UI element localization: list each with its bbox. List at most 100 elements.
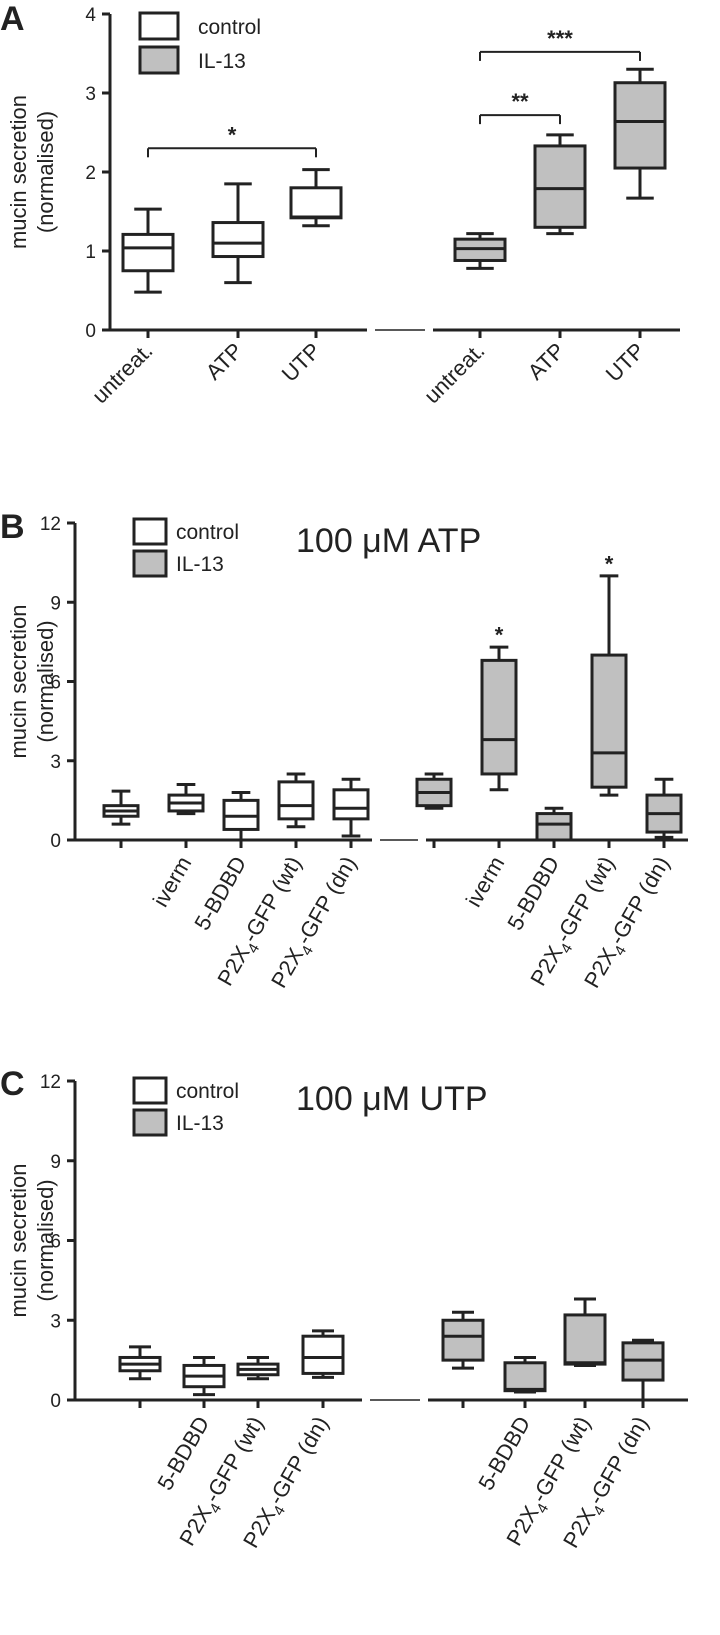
category-label: UTP: [277, 338, 326, 387]
y-tick-label: 1: [85, 242, 96, 263]
box-plot: [613, 67, 667, 338]
significance-label: **: [511, 89, 529, 114]
legend-swatch-control: [132, 1076, 168, 1105]
y-tick-label: 9: [50, 1152, 61, 1173]
panel-letter: B: [0, 508, 25, 546]
legend-label-il13: IL-13: [176, 1112, 224, 1135]
box-plot: [182, 1355, 226, 1408]
box-plot: [645, 777, 683, 848]
y-tick-label: 0: [85, 321, 96, 342]
y-tick-label: 2: [85, 163, 96, 184]
significance-label: *: [228, 122, 237, 147]
box: [535, 812, 573, 842]
legend-swatch-control: [138, 11, 180, 41]
box-plot: [222, 790, 260, 848]
box-plot: [503, 1355, 547, 1408]
box-plot: [121, 207, 175, 338]
box: [613, 81, 667, 170]
box-plot: [453, 232, 507, 338]
legend-label-control: control: [198, 16, 261, 39]
y-axis-label: mucin secretion(normalised): [6, 95, 58, 249]
box-plot: [167, 783, 205, 848]
legend: control IL-13: [132, 517, 239, 578]
significance-label: *: [605, 551, 614, 576]
box-plot: [563, 1297, 607, 1408]
panel-b: B 100 μM ATP 0 3 6 9 12 mucin secretion(normali…: [0, 508, 688, 992]
category-label: UTP: [601, 338, 650, 387]
legend-swatch-il13: [138, 45, 180, 75]
box-plot: [535, 806, 573, 848]
legend-label-il13: IL-13: [176, 553, 224, 576]
box-plot: [415, 772, 453, 848]
box-plot: [289, 168, 343, 338]
box-plot: [118, 1345, 162, 1408]
panel-a: A 0 1 2 3 4 mucin secretion(normalised) untreat…: [0, 0, 680, 408]
legend-label-il13: IL-13: [198, 50, 246, 73]
box: [563, 1313, 607, 1366]
box-plot: [441, 1310, 485, 1408]
box: [332, 788, 370, 821]
legend: control IL-13: [132, 1076, 239, 1137]
y-tick-label: 6: [50, 1232, 61, 1253]
significance-label: ***: [547, 26, 573, 51]
y-tick-label: 0: [50, 1391, 61, 1412]
y-axis-label-line2: (normalised): [33, 620, 58, 742]
panel-letter: C: [0, 1065, 25, 1103]
y-tick-label: 3: [50, 752, 61, 773]
y-tick-label: 3: [85, 84, 96, 105]
condition-title: 100 μM ATP: [296, 522, 481, 560]
legend-swatch-il13: [132, 549, 168, 578]
y-tick-label: 12: [40, 514, 61, 535]
box-plot: [301, 1329, 345, 1408]
box-plot: [211, 182, 265, 338]
significance-label: *: [495, 623, 504, 648]
y-axis-label-line1: mucin secretion: [6, 604, 31, 758]
y-tick-label: 4: [85, 5, 96, 26]
y-tick-label: 0: [50, 831, 61, 852]
category-label: untreat.: [87, 338, 157, 408]
box: [441, 1318, 485, 1362]
legend: control IL-13: [138, 11, 261, 75]
y-axis-label: mucin secretion(normalised): [6, 1163, 58, 1317]
box: [289, 186, 343, 220]
y-tick-label: 3: [50, 1311, 61, 1332]
category-label: 5-BDBD: [502, 852, 564, 934]
box-plot: [332, 777, 370, 848]
y-axis-label-line1: mucin secretion: [6, 95, 31, 249]
y-axis-label-line2: (normalised): [33, 1179, 58, 1301]
box-plot: [277, 772, 315, 848]
box: [590, 653, 628, 789]
panel-c: C 100 μM UTP 0 3 6 9 12 mucin secretion(normali…: [0, 1065, 688, 1552]
box-plot: [102, 789, 140, 848]
y-axis-label-line1: mucin secretion: [6, 1163, 31, 1317]
category-label: iverm: [461, 852, 510, 911]
category-label: 5-BDBD: [473, 1412, 535, 1494]
box-plot: [590, 574, 628, 848]
box-plot: [621, 1338, 665, 1408]
category-label: 5-BDBD: [152, 1412, 214, 1494]
y-axis-label: mucin secretion(normalised): [6, 604, 58, 758]
category-label: ATP: [201, 338, 248, 385]
box: [121, 232, 175, 273]
box-plot: [236, 1355, 280, 1408]
box: [503, 1361, 547, 1393]
category-label: 5-BDBD: [189, 852, 251, 934]
y-tick-label: 6: [50, 673, 61, 694]
box: [533, 144, 587, 229]
box: [301, 1334, 345, 1375]
box-plot: [533, 133, 587, 338]
panel-letter: A: [0, 0, 25, 38]
condition-title: 100 μM UTP: [296, 1080, 488, 1118]
legend-swatch-control: [132, 517, 168, 546]
box: [480, 658, 518, 776]
y-axis-label-line2: (normalised): [33, 111, 58, 233]
legend-label-control: control: [176, 1080, 239, 1103]
y-tick-label: 9: [50, 593, 61, 614]
category-label: iverm: [148, 852, 197, 911]
category-label: untreat.: [419, 338, 489, 408]
legend-label-control: control: [176, 521, 239, 544]
legend-swatch-il13: [132, 1108, 168, 1137]
y-tick-label: 12: [40, 1072, 61, 1093]
category-label: ATP: [523, 338, 570, 385]
